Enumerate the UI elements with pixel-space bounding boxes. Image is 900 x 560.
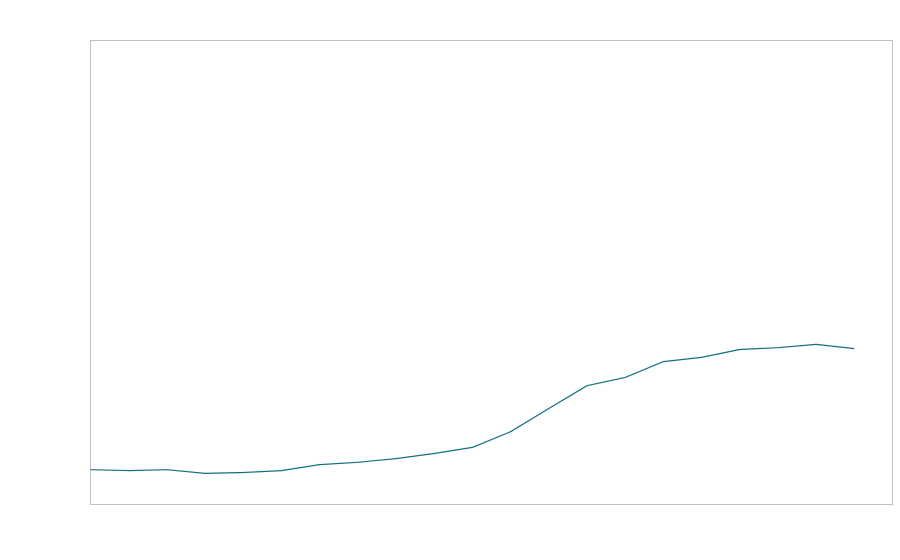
plot-frame xyxy=(90,40,893,505)
series-line-0 xyxy=(90,343,855,474)
